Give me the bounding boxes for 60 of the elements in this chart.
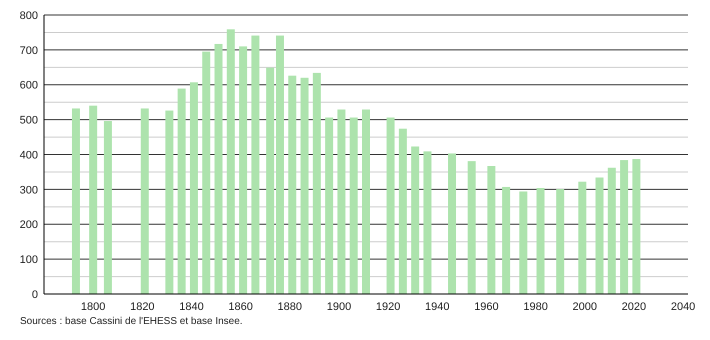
bar	[165, 110, 174, 294]
y-tick-label: 200	[20, 219, 38, 232]
x-tick-label: 1860	[228, 300, 253, 313]
bar	[448, 153, 456, 294]
bar	[251, 36, 260, 294]
bar	[519, 191, 528, 294]
bar	[104, 121, 112, 294]
bar	[350, 118, 358, 294]
x-tick-label: 1880	[278, 300, 302, 313]
bar	[362, 110, 370, 294]
y-tick-label: 700	[20, 44, 38, 57]
bar	[178, 88, 186, 294]
y-tick-label: 600	[20, 80, 38, 92]
bar	[288, 76, 296, 294]
bar	[140, 108, 149, 294]
source-note: Sources : base Cassini de l'EHESS et base Insee.	[20, 316, 244, 328]
bar	[620, 160, 628, 294]
bar	[556, 189, 564, 294]
x-tick-label: 1840	[179, 300, 204, 313]
bar	[276, 36, 284, 294]
bar	[423, 151, 432, 294]
bar	[502, 186, 510, 294]
y-tick-label: 0	[32, 288, 38, 301]
bar	[202, 52, 210, 294]
x-tick-label: 1980	[523, 300, 548, 313]
bar	[632, 159, 640, 294]
bar	[337, 110, 346, 294]
x-tick-label: 1920	[376, 300, 400, 313]
bar	[596, 178, 604, 294]
bar	[226, 29, 235, 294]
bar	[398, 128, 407, 294]
bar	[214, 44, 223, 294]
y-tick-label: 400	[20, 149, 38, 162]
bar	[72, 108, 80, 294]
x-tick-label: 1800	[80, 300, 106, 313]
bar	[386, 118, 395, 294]
bar	[411, 146, 420, 294]
bar	[312, 72, 321, 294]
x-tick-label: 2000	[572, 300, 598, 313]
bar	[487, 166, 496, 294]
y-tick-label: 500	[20, 114, 38, 127]
y-tick-label: 800	[20, 10, 38, 22]
bar	[239, 46, 248, 294]
bar	[325, 118, 334, 294]
bar	[608, 168, 616, 294]
x-tick-label: 2040	[670, 300, 696, 313]
bar	[468, 161, 476, 294]
bar	[266, 68, 274, 294]
x-tick-label: 1940	[425, 300, 450, 313]
bar	[89, 106, 98, 294]
bar	[578, 182, 586, 294]
bar	[190, 82, 198, 294]
x-tick-label: 1900	[326, 300, 352, 313]
y-tick-label: 100	[20, 254, 38, 266]
x-tick-label: 1960	[474, 300, 499, 313]
x-tick-label: 1820	[130, 300, 155, 313]
y-tick-label: 300	[20, 184, 38, 196]
bar	[300, 78, 309, 294]
bar	[536, 188, 545, 294]
x-tick-label: 2020	[622, 300, 646, 313]
